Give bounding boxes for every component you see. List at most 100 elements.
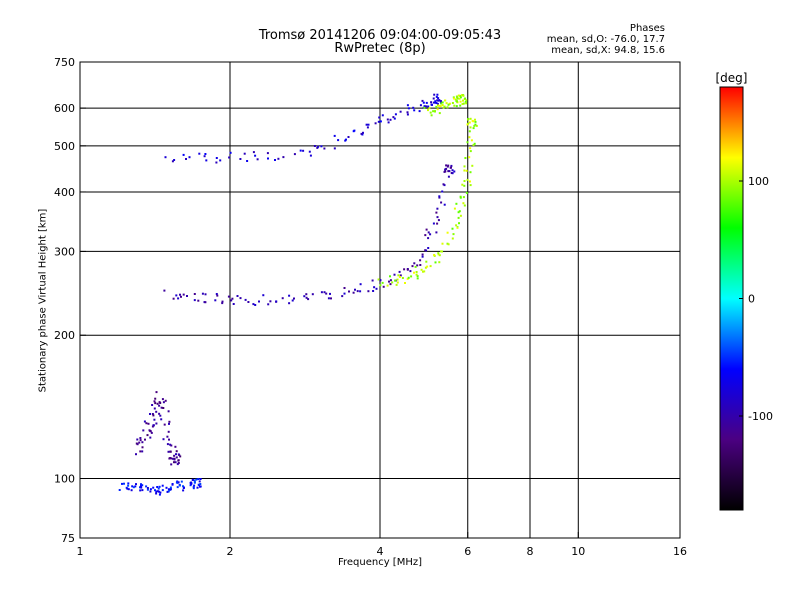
data-point [136, 438, 139, 441]
data-point [317, 145, 320, 148]
data-point [219, 159, 222, 162]
data-point [425, 105, 428, 108]
data-point [455, 224, 458, 227]
data-point [159, 491, 162, 494]
data-point [288, 302, 291, 305]
data-point [381, 281, 384, 284]
data-point [421, 99, 424, 102]
data-point [239, 297, 242, 300]
data-point [373, 286, 376, 289]
data-point [457, 216, 460, 219]
data-point [307, 298, 310, 301]
data-point [379, 120, 382, 123]
data-point [388, 280, 390, 283]
data-point [446, 165, 449, 168]
data-point [320, 145, 323, 148]
data-point [435, 211, 438, 214]
data-point [425, 228, 428, 231]
data-point [193, 293, 196, 295]
data-point [155, 490, 158, 493]
data-point [451, 227, 454, 230]
data-point [343, 287, 346, 289]
data-point [316, 146, 319, 149]
data-point [425, 101, 428, 104]
data-point [421, 255, 424, 258]
data-point [168, 457, 171, 460]
data-point [192, 487, 195, 490]
data-point [167, 488, 170, 491]
data-point [173, 461, 175, 464]
data-point [151, 404, 154, 406]
data-point [415, 271, 418, 273]
data-point [162, 401, 165, 404]
data-point [469, 150, 472, 153]
data-point [443, 203, 446, 206]
data-point [305, 296, 308, 299]
data-point [436, 108, 439, 111]
data-point [458, 222, 460, 225]
data-point [379, 279, 382, 282]
data-point [197, 483, 200, 486]
data-point [169, 488, 172, 491]
data-point [424, 266, 427, 269]
data-point [424, 234, 427, 237]
x-tick-label: 16 [673, 545, 687, 558]
data-point [378, 116, 381, 119]
data-point [182, 489, 185, 492]
data-point [195, 478, 198, 481]
data-point [440, 102, 443, 105]
data-point [167, 410, 170, 413]
data-point [453, 170, 456, 173]
data-point [325, 292, 328, 295]
data-point [232, 303, 235, 305]
data-point [445, 102, 448, 105]
data-point [436, 216, 439, 219]
data-point [333, 147, 336, 150]
data-point [267, 157, 269, 160]
data-point [177, 297, 180, 300]
data-point [413, 109, 416, 112]
data-point [462, 94, 465, 97]
data-point [138, 441, 141, 444]
data-point [437, 104, 439, 107]
data-point [457, 211, 460, 214]
y-tick-label: 750 [54, 56, 75, 69]
data-point [163, 289, 166, 292]
data-point [420, 268, 423, 271]
data-point [416, 277, 419, 280]
data-point [147, 422, 150, 425]
data-point [172, 297, 175, 300]
data-point [419, 104, 422, 107]
data-point [231, 297, 234, 300]
data-point [258, 300, 260, 303]
data-point [389, 283, 392, 286]
data-point [175, 294, 178, 297]
data-point [457, 94, 460, 97]
data-point [146, 487, 149, 489]
data-point [352, 130, 355, 133]
plot-frame [79, 61, 681, 539]
data-point [394, 279, 397, 282]
data-point [423, 106, 426, 109]
data-point [468, 121, 471, 124]
data-point [149, 488, 152, 491]
data-point [399, 110, 402, 113]
data-point [246, 160, 249, 162]
data-point [446, 106, 449, 109]
data-point [434, 261, 437, 264]
data-point [182, 485, 184, 488]
data-point [154, 402, 157, 405]
data-point [452, 233, 455, 236]
data-point [409, 270, 412, 273]
data-point [155, 391, 158, 394]
data-point [204, 153, 207, 155]
data-point [193, 479, 196, 482]
data-point [166, 490, 169, 493]
data-point [469, 184, 472, 187]
data-point [377, 120, 380, 123]
data-point [167, 490, 170, 493]
data-point [453, 207, 456, 210]
data-point [327, 297, 330, 300]
y-tick-label: 100 [54, 473, 75, 486]
data-point [450, 166, 452, 169]
